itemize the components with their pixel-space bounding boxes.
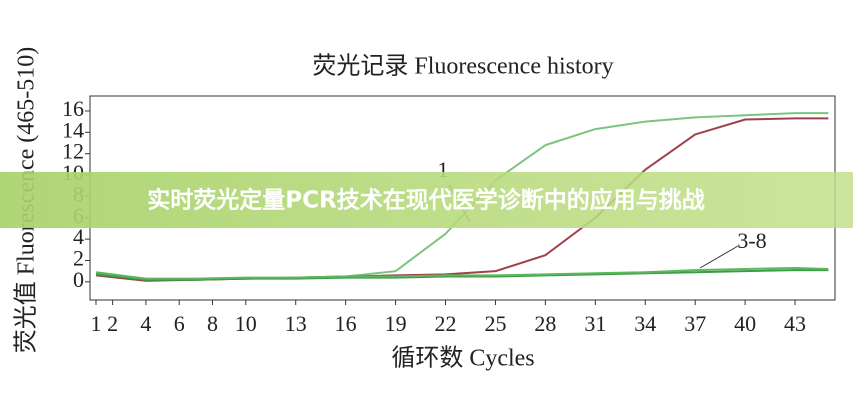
x-tick-label: 2: [107, 311, 118, 336]
y-tick-label: 14: [62, 117, 84, 142]
y-tick-label: 12: [62, 139, 84, 164]
x-tick-label: 22: [435, 311, 457, 336]
banner-band: [0, 172, 853, 228]
x-tick-label: 4: [140, 311, 151, 336]
x-tick-label: 34: [634, 311, 656, 336]
y-tick-label: 0: [73, 267, 84, 292]
y-tick-label: 4: [73, 224, 84, 249]
series-line: [95, 266, 829, 280]
banner-text: 实时荧光定量PCR技术在现代医学诊断中的应用与挑战: [147, 187, 704, 214]
x-tick-label: 1: [90, 311, 101, 336]
x-tick-label: 13: [285, 311, 307, 336]
x-tick-label: 25: [484, 311, 506, 336]
x-tick-label: 8: [207, 311, 218, 336]
annotation: 3-8: [737, 228, 766, 253]
x-tick-label: 16: [335, 311, 357, 336]
chart-title: 荧光记录 Fluorescence history: [312, 53, 613, 80]
y-tick-label: 2: [73, 246, 84, 271]
y-tick-label: 16: [62, 96, 84, 121]
x-tick-label: 19: [385, 311, 407, 336]
x-tick-label: 37: [684, 311, 706, 336]
x-tick-label: 6: [174, 311, 185, 336]
x-tick-label: 28: [534, 311, 556, 336]
annotation-leader: [699, 245, 739, 269]
x-tick-label: 40: [734, 311, 756, 336]
x-tick-label: 31: [584, 311, 606, 336]
x-axis-label: 循环数 Cycles: [391, 345, 534, 372]
series-line: [95, 269, 829, 281]
annotation: 1: [438, 157, 449, 182]
x-tick-label: 43: [784, 311, 806, 336]
x-tick-label: 10: [235, 311, 257, 336]
